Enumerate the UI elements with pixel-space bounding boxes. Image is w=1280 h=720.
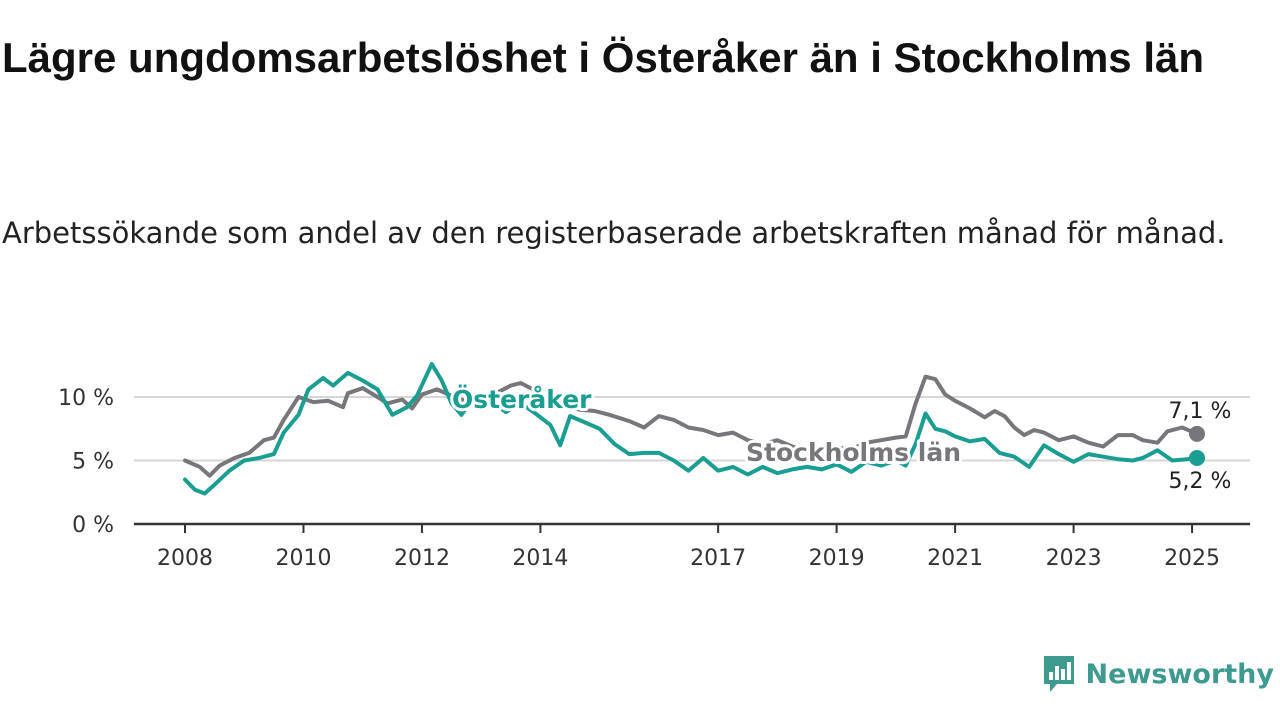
series-line [183, 374, 1199, 478]
series-labels: Österåker Stockholms län 7,1 % 5,2 % [449, 381, 1234, 497]
y-tick-label: 0 % [72, 513, 114, 538]
series-label-osteraker: Österåker [452, 384, 592, 414]
line-chart: 0 %5 %10 % 2008 2010 2012 2014 2017 2019 2021 2… [58, 362, 1250, 571]
chart-logo-icon [1043, 656, 1074, 692]
x-tick-label: 2014 [512, 546, 568, 571]
x-tick-label: 2019 [809, 546, 865, 571]
end-value-label: 7,1 % [1169, 399, 1232, 424]
end-value-label: 5,2 % [1169, 469, 1232, 494]
chart-title: Lägre ungdomsarbetslöshet i Österåker än… [2, 34, 1205, 81]
series-end-dot [1189, 449, 1205, 466]
chart-subtitle: Arbetssökande som andel av den registerb… [2, 216, 1226, 250]
grid-lines [134, 396, 1250, 526]
series-label-stockholms-lan: Stockholms län [746, 438, 961, 467]
x-tick-label: 2025 [1164, 546, 1220, 571]
x-tick-label: 2017 [690, 546, 746, 571]
x-tick-label: 2012 [394, 546, 450, 571]
series-end-dot [1189, 425, 1205, 442]
newsworthy-logo[interactable]: Newsworthy [1042, 654, 1274, 694]
y-axis-ticks: 0 % 5 % 10 % [58, 386, 114, 538]
x-tick-label: 2023 [1046, 546, 1102, 571]
x-tick-label: 2008 [157, 546, 213, 571]
x-tick-label: 2021 [927, 546, 983, 571]
series-lines [183, 362, 1205, 496]
x-axis-ticks: 2008 2010 2012 2014 2017 2019 2021 2023 2025 [157, 524, 1220, 571]
series-line [183, 362, 1199, 496]
brand-name: Newsworthy [1085, 658, 1274, 690]
y-tick-label: 10 % [58, 386, 114, 411]
x-tick-label: 2010 [275, 546, 331, 571]
y-tick-label: 5 % [72, 450, 114, 475]
